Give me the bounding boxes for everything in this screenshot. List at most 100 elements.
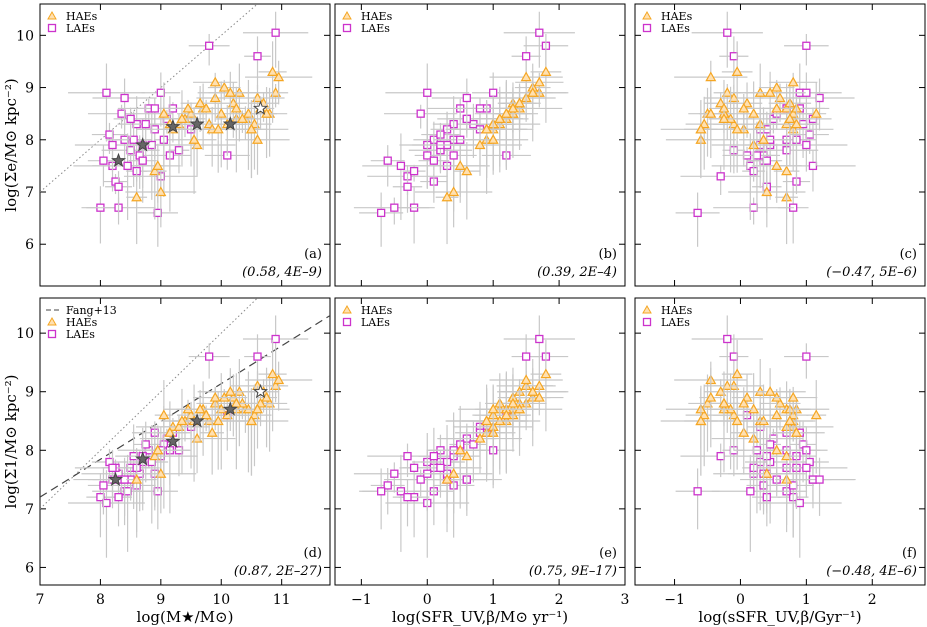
hae-point (221, 409, 233, 420)
hae-point (215, 107, 227, 118)
stacked-star (189, 116, 205, 131)
correlation-text: (0.39, 2E–4) (537, 265, 617, 280)
x-tick-label: 7 (36, 592, 45, 608)
hae-point (230, 102, 242, 113)
lae-point (403, 182, 412, 191)
lae-point (765, 440, 775, 449)
legend-label: HAEs (661, 304, 693, 317)
hae-point (182, 102, 194, 113)
legend-label: HAEs (361, 10, 393, 23)
panel-letter: (a) (304, 247, 322, 262)
hae-point (774, 397, 786, 408)
hae-point (738, 426, 750, 437)
lae-point (716, 172, 725, 181)
legend-label: LAEs (66, 328, 95, 341)
hae-point (520, 71, 532, 82)
hae-point (705, 107, 717, 118)
legend-label: HAEs (661, 10, 693, 23)
hae-point (441, 473, 453, 484)
x-tick-label: −1 (664, 592, 685, 608)
stacked-star (135, 451, 151, 466)
hae-point (771, 444, 783, 455)
legend-hae-marker (642, 304, 652, 314)
hae-point (245, 415, 257, 426)
hae-point (810, 409, 822, 420)
hae-point (514, 97, 526, 108)
hae-point (200, 409, 212, 420)
y-tick-label: 10 (16, 326, 34, 342)
x-tick-label: 1 (489, 592, 498, 608)
hae-point (206, 426, 218, 437)
lae-point (716, 451, 725, 461)
y-tick-label: 8 (25, 443, 34, 459)
hae-point (695, 415, 707, 426)
x-axis-label: log(sSFR_UV,β/Gyr⁻¹) (698, 608, 861, 626)
lae-point (114, 492, 123, 502)
lae-point (114, 182, 123, 191)
hae-point (787, 391, 799, 402)
hae-point (267, 66, 279, 76)
legend-lae-marker (642, 317, 652, 327)
legend-hae-marker (342, 304, 352, 314)
hae-point (507, 397, 519, 408)
lae-point (746, 487, 755, 496)
hae-point (131, 191, 143, 202)
lae-point (762, 156, 771, 165)
lae-point (409, 463, 419, 473)
hae-point (761, 467, 773, 478)
hae-point (448, 186, 460, 197)
lae-point (396, 161, 406, 171)
hae-point (728, 92, 740, 103)
hae-point (520, 374, 532, 385)
lae-point (383, 156, 392, 165)
x-tick-label: 9 (156, 592, 165, 608)
legend-lae-marker (342, 317, 352, 327)
hae-point (131, 473, 143, 484)
hae-point (173, 421, 185, 431)
lae-point (138, 156, 147, 165)
lae-point (802, 140, 811, 150)
legend-hae-marker (642, 10, 652, 20)
lae-point (205, 352, 214, 361)
hae-point (764, 385, 776, 396)
lae-point (489, 88, 498, 97)
hae-point (149, 165, 161, 176)
lae-point (390, 203, 399, 212)
hae-point (474, 139, 486, 150)
hae-point (224, 87, 236, 97)
hae-point (176, 415, 188, 426)
lae-point (376, 208, 386, 218)
hae-point (441, 191, 453, 202)
stacked-star (222, 116, 238, 131)
lae-point (749, 203, 758, 212)
lae-point (409, 166, 419, 176)
stacked-star (135, 137, 151, 152)
y-tick-label: 10 (16, 28, 34, 44)
lae-point (99, 156, 108, 165)
lae-point (383, 481, 392, 490)
legend-label: HAEs (66, 10, 98, 23)
hae-point (212, 123, 224, 134)
legend-label: Fang+13 (66, 304, 117, 317)
hae-point (761, 186, 773, 197)
hae-point (194, 403, 206, 414)
lae-point (462, 93, 471, 103)
x-tick-label: 1 (802, 592, 811, 608)
lae-point (815, 93, 824, 103)
stacked-star (252, 383, 269, 399)
lae-point (436, 463, 445, 473)
hae-point (224, 385, 236, 396)
hae-point (152, 444, 164, 455)
hae-point (500, 409, 512, 420)
hae-point (695, 123, 707, 134)
x-tick-label: 11 (273, 592, 291, 608)
lae-point (416, 109, 425, 118)
hae-point (507, 102, 519, 113)
stacked-star (111, 152, 127, 168)
correlation-text: (0.87, 2E–27) (234, 564, 322, 579)
hae-point (245, 123, 257, 134)
hae-point (176, 113, 188, 123)
x-tick-label: 2 (868, 592, 877, 608)
lae-point (802, 41, 811, 50)
hae-point (738, 102, 750, 113)
